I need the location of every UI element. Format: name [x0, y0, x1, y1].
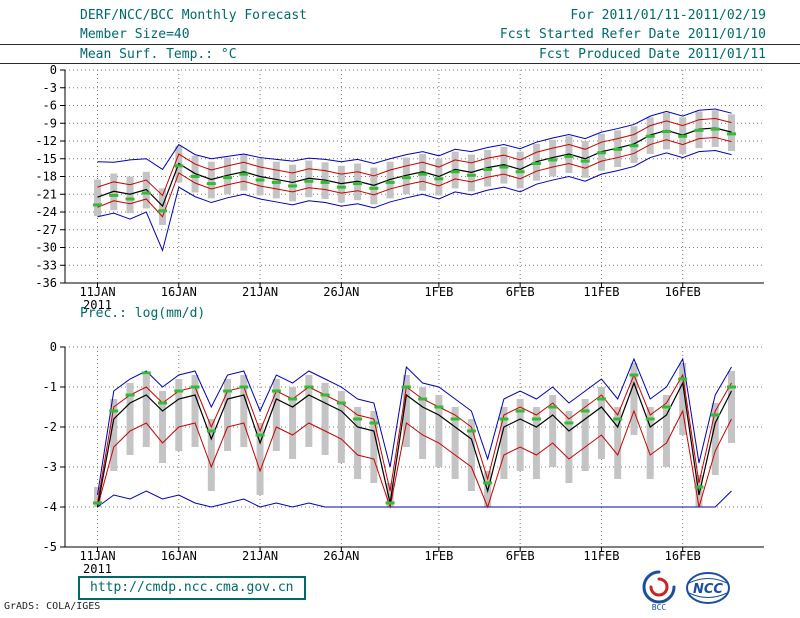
svg-text:2011: 2011 — [83, 298, 112, 312]
svg-text:-12: -12 — [35, 134, 57, 148]
svg-text:-4: -4 — [43, 500, 57, 514]
svg-text:11JAN: 11JAN — [79, 549, 115, 563]
svg-text:11JAN: 11JAN — [79, 285, 115, 299]
svg-text:-15: -15 — [35, 152, 57, 166]
svg-text:6FEB: 6FEB — [506, 549, 535, 563]
svg-text:16FEB: 16FEB — [665, 285, 701, 299]
svg-text:16FEB: 16FEB — [665, 549, 701, 563]
header-divider — [0, 44, 800, 45]
grads-credit: GrADS: COLA/IGES — [4, 601, 101, 612]
svg-text:16JAN: 16JAN — [161, 549, 197, 563]
svg-text:-21: -21 — [35, 187, 57, 201]
svg-text:-1: -1 — [43, 380, 57, 394]
website-url-link[interactable]: http://cmdp.ncc.cma.gov.cn — [78, 576, 306, 600]
svg-text:-30: -30 — [35, 241, 57, 255]
temperature-chart-title: Mean Surf. Temp.: °C — [80, 47, 237, 62]
header-divider — [0, 63, 800, 64]
svg-text:-27: -27 — [35, 223, 57, 237]
svg-text:2011: 2011 — [83, 562, 112, 576]
ncc-logo: NCC — [686, 572, 730, 604]
svg-text:0: 0 — [50, 63, 57, 77]
ncc-logo-label: NCC — [693, 582, 723, 597]
fcst-started-label: Fcst Started Refer Date 2011/01/10 — [499, 27, 766, 42]
svg-text:-18: -18 — [35, 170, 57, 184]
fcst-produced-label: Fcst Produced Date 2011/01/11 — [539, 47, 766, 62]
svg-text:26JAN: 26JAN — [323, 549, 359, 563]
svg-text:21JAN: 21JAN — [242, 549, 278, 563]
svg-text:6FEB: 6FEB — [506, 285, 535, 299]
bcc-logo-label: BCC — [652, 603, 667, 612]
svg-text:-5: -5 — [43, 540, 57, 554]
svg-text:-33: -33 — [35, 258, 57, 272]
svg-text:-9: -9 — [43, 116, 57, 130]
svg-text:11FEB: 11FEB — [583, 285, 619, 299]
forecast-range: For 2011/01/11-2011/02/19 — [570, 8, 766, 23]
header-row-2: Member Size=40 Fcst Started Refer Date 2… — [80, 27, 766, 42]
svg-text:-3: -3 — [43, 460, 57, 474]
svg-text:-2: -2 — [43, 420, 57, 434]
temperature-chart: 0 -3 -6 -9 -12 -15 -18 -21 -24 -27 -30 -33 -36 11JAN 1… — [35, 63, 764, 312]
svg-text:-3: -3 — [43, 81, 57, 95]
svg-text:21JAN: 21JAN — [242, 285, 278, 299]
svg-text:16JAN: 16JAN — [161, 285, 197, 299]
precipitation-chart: 0 -1 -2 -3 -4 -5 11JAN 16JAN 21JAN 26JAN 1FEB 6FEB 1… — [43, 340, 764, 576]
svg-text:26JAN: 26JAN — [323, 285, 359, 299]
svg-text:1FEB: 1FEB — [424, 285, 453, 299]
svg-text:1FEB: 1FEB — [424, 549, 453, 563]
page-title: DERF/NCC/BCC Monthly Forecast — [80, 8, 307, 23]
bcc-logo: BCC — [642, 570, 676, 612]
svg-text:-24: -24 — [35, 205, 57, 219]
header-row-3: Mean Surf. Temp.: °C Fcst Produced Date … — [80, 47, 766, 62]
svg-text:-36: -36 — [35, 276, 57, 290]
header-row-1: DERF/NCC/BCC Monthly Forecast For 2011/0… — [80, 8, 766, 23]
member-size-label: Member Size=40 — [80, 27, 190, 42]
svg-text:11FEB: 11FEB — [583, 549, 619, 563]
precipitation-chart-title: Prec.: log(mm/d) — [80, 306, 206, 321]
svg-text:0: 0 — [50, 340, 57, 354]
svg-text:-6: -6 — [43, 99, 57, 113]
